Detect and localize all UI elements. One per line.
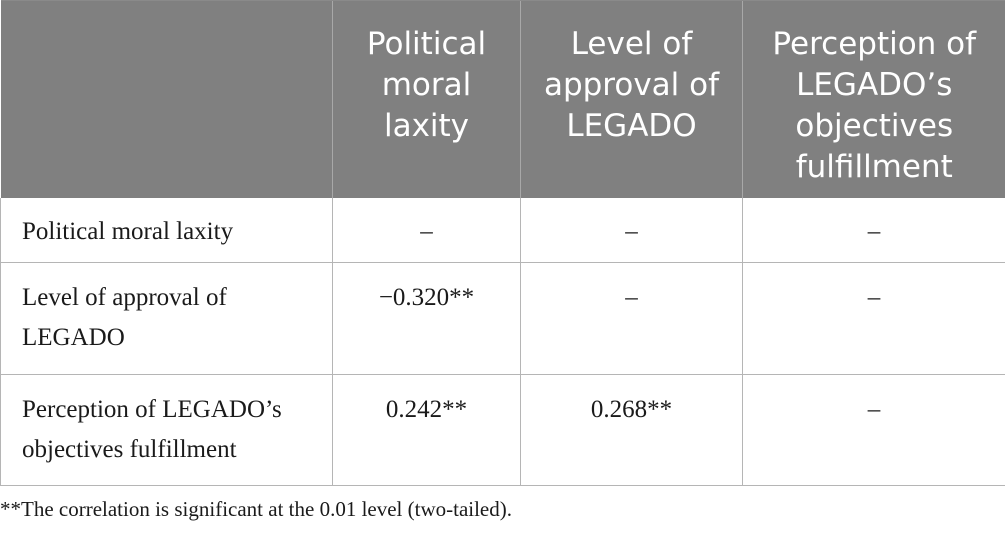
header-cell-level-of-approval: Level of approval of LEGADO xyxy=(520,0,743,198)
row-label: Political moral laxity xyxy=(0,198,333,263)
header-row: Political moral laxity Level of approval… xyxy=(0,0,1005,198)
table-cell: – xyxy=(520,198,743,263)
table-cell: – xyxy=(520,262,743,375)
table-footnote: **The correlation is significant at the … xyxy=(0,497,512,521)
table-cell: – xyxy=(332,198,521,263)
table-row: Perception of LEGADO’s objectives fulfil… xyxy=(0,374,1005,486)
table-row: Level of approval of LEGADO −0.320** – – xyxy=(0,262,1005,375)
table-cell: −0.320** xyxy=(332,262,521,375)
table-cell: 0.268** xyxy=(520,374,743,486)
row-label: Level of approval of LEGADO xyxy=(0,262,333,375)
table-cell: 0.242** xyxy=(332,374,521,486)
header-cell-political-moral-laxity: Political moral laxity xyxy=(332,0,521,198)
table-cell: – xyxy=(742,262,1005,375)
table-row: Political moral laxity – – – xyxy=(0,198,1005,263)
header-cell-empty xyxy=(0,0,333,198)
correlation-table: Political moral laxity Level of approval… xyxy=(0,0,1005,486)
table-cell: – xyxy=(742,198,1005,263)
table-cell: – xyxy=(742,374,1005,486)
row-label: Perception of LEGADO’s objectives fulfil… xyxy=(0,374,333,486)
header-cell-perception-of-objectives: Perception of LEGADO’s objectives fulfil… xyxy=(742,0,1005,198)
correlation-table-container: Political moral laxity Level of approval… xyxy=(0,0,1005,486)
